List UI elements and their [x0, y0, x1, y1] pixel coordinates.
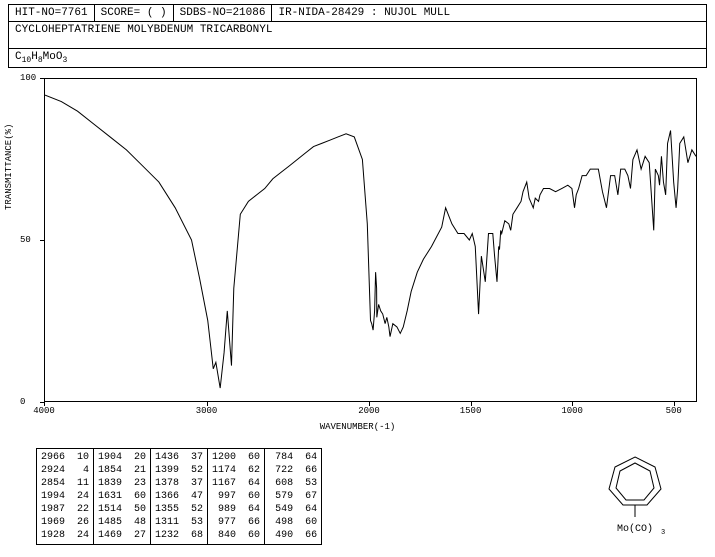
- table-row: 1200 60: [212, 451, 260, 464]
- table-column: 784 64 722 66 608 53 579 67 549 64 498 6…: [265, 449, 321, 544]
- xtick-label: 3000: [196, 406, 218, 416]
- table-row: 1366 47: [155, 490, 203, 503]
- ytick-label: 100: [20, 73, 36, 83]
- table-row: 1969 26: [41, 516, 89, 529]
- plot-box: [44, 78, 697, 402]
- table-row: 722 66: [269, 464, 317, 477]
- table-column: 1904 201854 211839 231631 601514 501485 …: [94, 449, 151, 544]
- hit-no-cell: HIT-NO=7761: [9, 5, 95, 21]
- xtick-label: 1000: [561, 406, 583, 416]
- table-row: 549 64: [269, 503, 317, 516]
- table-row: 1232 68: [155, 529, 203, 542]
- sdbs-no-cell: SDBS-NO=21086: [174, 5, 273, 21]
- table-row: 1631 60: [98, 490, 146, 503]
- table-row: 1514 50: [98, 503, 146, 516]
- header-bar: HIT-NO=7761 SCORE= ( ) SDBS-NO=21086 IR-…: [8, 4, 707, 22]
- table-row: 1994 24: [41, 490, 89, 503]
- table-row: 2924 4: [41, 464, 89, 477]
- peak-table: 2966 102924 42854 111994 241987 221969 2…: [36, 448, 322, 545]
- spectrum-chart: TRANSMITTANCE(%) 050100 4000300020001500…: [8, 70, 707, 430]
- table-row: 1174 62: [212, 464, 260, 477]
- molecule-label: Mo(CO): [617, 523, 653, 535]
- table-column: 1200 601174 621167 64 997 60 989 64 977 …: [208, 449, 265, 544]
- table-row: 579 67: [269, 490, 317, 503]
- xtick-label: 2000: [358, 406, 380, 416]
- compound-name: CYCLOHEPTATRIENE MOLYBDENUM TRICARBONYL: [8, 22, 707, 49]
- table-row: 977 66: [212, 516, 260, 529]
- table-row: 2966 10: [41, 451, 89, 464]
- ytick-label: 0: [20, 397, 25, 407]
- table-row: 1904 20: [98, 451, 146, 464]
- table-row: 1469 27: [98, 529, 146, 542]
- table-column: 1436 371399 521378 371366 471355 521311 …: [151, 449, 208, 544]
- table-row: 1854 21: [98, 464, 146, 477]
- table-row: 1839 23: [98, 477, 146, 490]
- spectrum-line: [45, 79, 696, 401]
- table-row: 1167 64: [212, 477, 260, 490]
- table-row: 840 60: [212, 529, 260, 542]
- table-row: 1485 48: [98, 516, 146, 529]
- table-row: 1355 52: [155, 503, 203, 516]
- y-axis-label: TRANSMITTANCE(%): [4, 124, 14, 210]
- xtick-label: 1500: [460, 406, 482, 416]
- score-cell: SCORE= ( ): [95, 5, 174, 21]
- table-row: 490 66: [269, 529, 317, 542]
- table-row: 989 64: [212, 503, 260, 516]
- table-row: 1928 24: [41, 529, 89, 542]
- molecule-diagram: Mo(CO) 3: [595, 451, 675, 541]
- ir-nida-cell: IR-NIDA-28429 : NUJOL MULL: [272, 5, 706, 21]
- table-row: 1436 37: [155, 451, 203, 464]
- ytick-label: 50: [20, 235, 31, 245]
- formula: C10H8MoO3: [8, 49, 707, 68]
- table-row: 1378 37: [155, 477, 203, 490]
- table-row: 2854 11: [41, 477, 89, 490]
- table-row: 608 53: [269, 477, 317, 490]
- table-row: 1987 22: [41, 503, 89, 516]
- table-row: 1311 53: [155, 516, 203, 529]
- table-row: 997 60: [212, 490, 260, 503]
- table-row: 784 64: [269, 451, 317, 464]
- xtick-label: 4000: [33, 406, 55, 416]
- xtick-label: 500: [666, 406, 682, 416]
- table-column: 2966 102924 42854 111994 241987 221969 2…: [37, 449, 94, 544]
- table-row: 498 60: [269, 516, 317, 529]
- svg-text:3: 3: [661, 529, 665, 537]
- table-row: 1399 52: [155, 464, 203, 477]
- x-axis-label: WAVENUMBER(-1): [320, 422, 396, 432]
